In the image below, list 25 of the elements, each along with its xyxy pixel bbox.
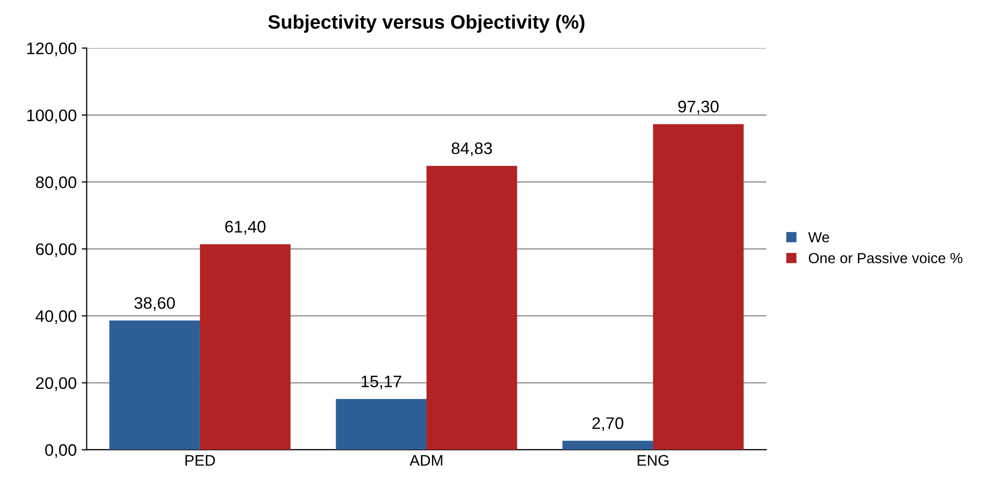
data-label: 84,83 xyxy=(452,142,492,156)
bar xyxy=(200,244,291,450)
data-label: 15,17 xyxy=(362,376,402,390)
chart-title: Subjectivity versus Objectivity (%) xyxy=(268,14,584,33)
x-tick-label: ADM xyxy=(410,455,442,466)
y-tick-label: 20,00 xyxy=(36,377,76,391)
legend-label: We xyxy=(808,232,830,242)
y-tick-label: 0,00 xyxy=(45,444,76,458)
bar xyxy=(426,166,518,450)
bar xyxy=(336,398,427,450)
bar xyxy=(653,124,744,450)
x-tick-label: ENG xyxy=(638,455,668,466)
y-tick-label: 40,00 xyxy=(36,310,76,324)
bar xyxy=(562,440,654,450)
x-tick-label: PED xyxy=(186,455,215,466)
bar xyxy=(109,320,200,450)
y-tick-label: 80,00 xyxy=(36,176,76,190)
data-label: 97,30 xyxy=(678,100,719,114)
data-label: 61,40 xyxy=(225,220,266,235)
legend-label: One or Passive voice % xyxy=(808,252,962,264)
data-label: 2,70 xyxy=(592,417,624,432)
y-tick-label: 60,00 xyxy=(36,243,76,258)
y-tick-label: 100,00 xyxy=(27,109,76,124)
data-label: 38,60 xyxy=(134,297,175,311)
y-tick-label: 120,00 xyxy=(27,42,76,56)
